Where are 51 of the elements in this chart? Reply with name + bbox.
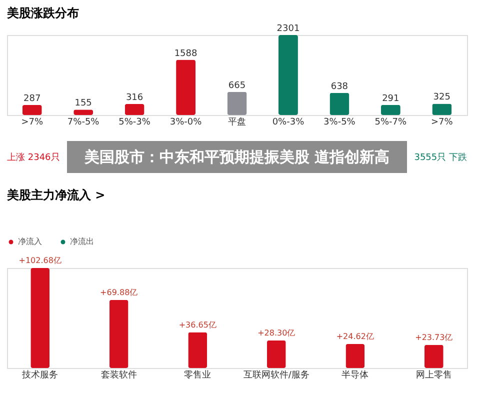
bar	[109, 300, 128, 368]
bar	[330, 92, 350, 115]
x-tick-label: 互联网软件/服务	[243, 370, 310, 380]
data-label: +24.62亿	[336, 332, 374, 342]
data-label: 291	[382, 94, 400, 104]
data-label: +69.88亿	[100, 288, 138, 297]
bar	[346, 344, 365, 368]
bar	[278, 35, 298, 115]
x-tick-label: 技术服务	[21, 370, 58, 380]
bar	[30, 268, 50, 368]
bar	[432, 104, 452, 115]
legend-label: 净流入	[18, 237, 42, 246]
data-label: +23.73亿	[415, 332, 453, 342]
x-tick-label: 零售业	[184, 370, 212, 380]
data-label: +102.68亿	[18, 256, 62, 265]
x-tick-label: 平盘	[228, 116, 246, 128]
text: 3555只 下跌	[414, 152, 467, 163]
x-tick-label: 5%-7%	[374, 118, 408, 128]
x-tick-label: 0%-3%	[272, 118, 305, 128]
bar	[266, 340, 286, 368]
legend-label: 净流出	[70, 237, 94, 246]
data-label: 1588	[174, 48, 198, 59]
data-label: +36.65亿	[178, 320, 216, 330]
x-tick-label: 5%-3%	[118, 118, 151, 128]
x-tick-label: 网上零售	[416, 370, 452, 380]
data-label: 325	[433, 92, 450, 103]
bar	[176, 60, 196, 115]
data-label: 2301	[276, 24, 300, 34]
x-tick-label: 7%-5%	[67, 118, 100, 128]
x-tick-label: 3%-5%	[324, 118, 356, 128]
chart-title: 美股涨跌分布	[6, 6, 79, 20]
x-tick-label: >7%	[21, 118, 44, 128]
data-label: 287	[24, 94, 41, 104]
data-label: 155	[74, 98, 92, 109]
x-tick-label: 3%-0%	[170, 118, 202, 128]
text: 美国股市：中东和平预期提振美股 道指创新高	[83, 148, 390, 166]
chart-title: 美股主力净流入 >	[6, 188, 106, 202]
data-label: +28.30亿	[258, 328, 296, 338]
x-tick-label: >7%	[430, 118, 454, 128]
bar	[124, 104, 144, 115]
bar	[380, 104, 400, 115]
bar	[424, 344, 444, 368]
data-label: 316	[126, 93, 144, 104]
x-tick-label: 套装软件	[100, 370, 137, 380]
data-label: 665	[228, 80, 246, 91]
bar	[227, 92, 247, 115]
x-tick-label: 半导体	[342, 370, 369, 380]
text: 上涨 2346只	[7, 152, 60, 163]
data-label: 638	[330, 82, 348, 92]
bar	[188, 332, 208, 368]
bar	[22, 105, 42, 115]
